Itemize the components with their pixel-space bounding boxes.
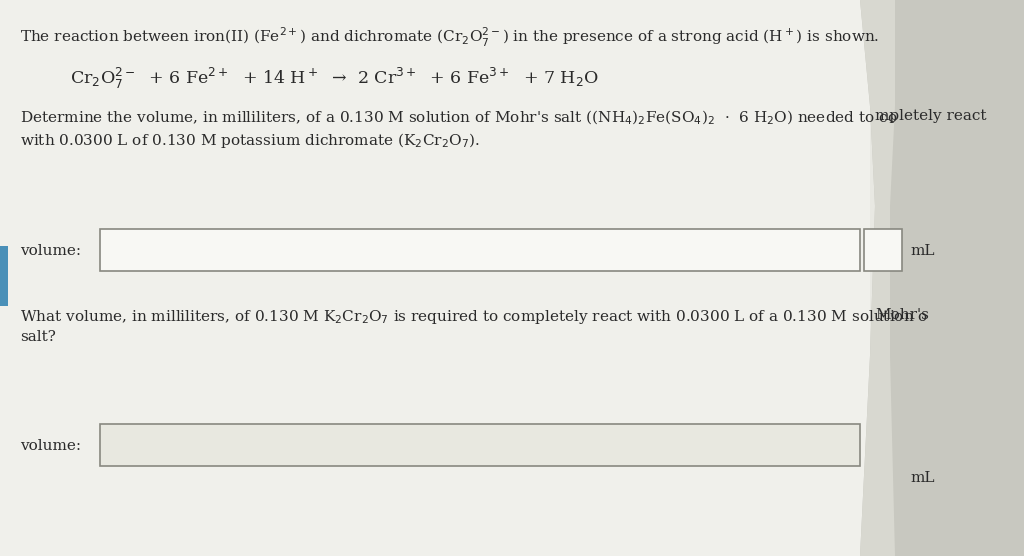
Text: mpletely react: mpletely react: [874, 109, 986, 123]
Text: Mohr's: Mohr's: [874, 308, 929, 322]
Text: Determine the volume, in milliliters, of a 0.130 M solution of Mohr's salt ((NH$: Determine the volume, in milliliters, of…: [20, 109, 897, 127]
Text: Cr$_2$O$_7^{2-}$  + 6 Fe$^{2+}$  + 14 H$^+$  →  2 Cr$^{3+}$  + 6 Fe$^{3+}$  + 7 : Cr$_2$O$_7^{2-}$ + 6 Fe$^{2+}$ + 14 H$^+…: [70, 66, 599, 91]
FancyBboxPatch shape: [864, 229, 902, 271]
Text: volume:: volume:: [20, 439, 81, 453]
FancyBboxPatch shape: [100, 424, 860, 466]
Text: The reaction between iron(II) (Fe$^{2+}$) and dichromate (Cr$_2$O$_7^{2-}$) in t: The reaction between iron(II) (Fe$^{2+}$…: [20, 26, 880, 49]
Polygon shape: [860, 0, 895, 556]
Text: mL: mL: [910, 471, 935, 485]
Text: mL: mL: [910, 244, 935, 258]
Text: volume:: volume:: [20, 244, 81, 258]
Text: with 0.0300 L of 0.130 M potassium dichromate (K$_2$Cr$_2$O$_7$).: with 0.0300 L of 0.130 M potassium dichr…: [20, 131, 479, 150]
FancyBboxPatch shape: [0, 246, 8, 306]
FancyBboxPatch shape: [0, 0, 870, 556]
Text: salt?: salt?: [20, 330, 56, 344]
Text: What volume, in milliliters, of 0.130 M K$_2$Cr$_2$O$_7$ is required to complete: What volume, in milliliters, of 0.130 M …: [20, 308, 928, 326]
Polygon shape: [860, 0, 1024, 556]
FancyBboxPatch shape: [100, 229, 860, 271]
